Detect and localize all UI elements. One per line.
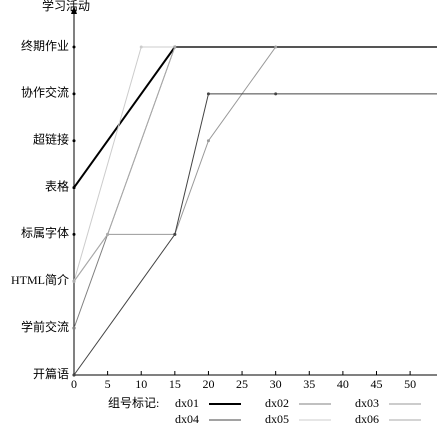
legend-label: dx03	[355, 396, 379, 410]
x-tick-label: 0	[71, 377, 77, 391]
legend-label: dx06	[355, 412, 379, 425]
point	[139, 45, 143, 49]
point	[206, 139, 210, 143]
point	[72, 373, 76, 377]
legend-label: dx05	[265, 412, 289, 425]
point	[72, 326, 76, 330]
series-line	[73, 46, 437, 282]
y-tick	[72, 139, 76, 143]
legend-label: dx04	[175, 412, 199, 425]
y-tick-label: 标属字体	[21, 225, 69, 240]
x-tick-label: 35	[303, 377, 315, 391]
y-tick	[72, 92, 76, 96]
y-tick-label: 终期作业	[21, 38, 69, 53]
series-line	[73, 46, 437, 329]
x-tick-label: 50	[404, 377, 416, 391]
point	[274, 92, 278, 96]
y-tick-label: 超链接	[33, 131, 69, 146]
series-line	[73, 46, 437, 282]
y-tick-label: 学前交流	[21, 319, 69, 334]
y-tick-label: 协作交流	[21, 85, 69, 100]
x-tick-label: 10	[135, 377, 147, 391]
x-tick-label: 30	[270, 377, 282, 391]
point	[72, 279, 76, 283]
legend-title: 组号标记:	[108, 396, 159, 410]
y-tick-label: HTML简介	[11, 273, 69, 287]
point	[72, 186, 76, 190]
y-axis-title: 学习活动	[42, 0, 90, 13]
x-tick-label: 40	[337, 377, 349, 391]
legend-label: dx02	[265, 396, 289, 410]
y-tick-label: 开篇语	[33, 366, 69, 381]
x-tick-label: 15	[169, 377, 181, 391]
point	[206, 92, 210, 96]
point	[173, 45, 177, 49]
x-tick-label: 25	[236, 377, 248, 391]
x-tick-label: 5	[105, 377, 111, 391]
y-tick	[72, 232, 76, 236]
point	[106, 232, 110, 236]
y-axis-arrow	[71, 6, 77, 14]
x-tick-label: 45	[371, 377, 383, 391]
legend-label: dx01	[175, 396, 199, 410]
series-line	[73, 46, 437, 189]
point	[173, 232, 177, 236]
x-tick-label: 20	[202, 377, 214, 391]
series-line	[73, 46, 437, 282]
y-tick	[72, 45, 76, 49]
y-tick-label: 表格	[45, 178, 69, 193]
